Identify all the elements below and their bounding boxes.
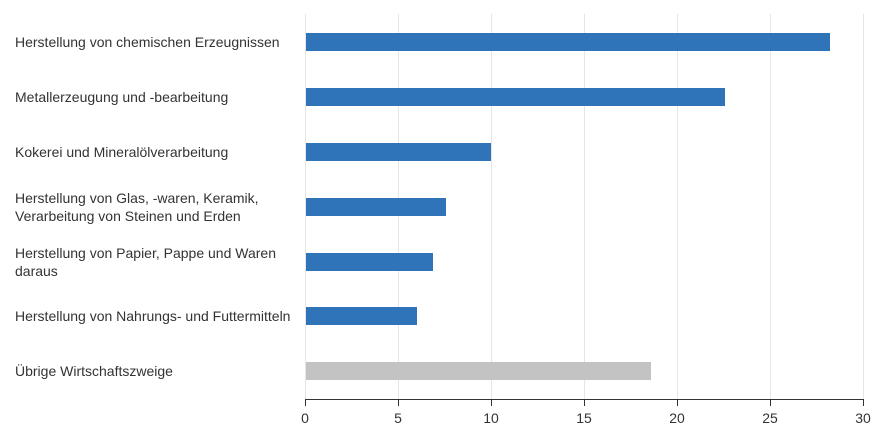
- tick-label: 30: [855, 410, 871, 426]
- category-label: Metallerzeugung und -bearbeitung: [15, 89, 229, 105]
- bar: [306, 88, 726, 106]
- tick-label: 25: [762, 410, 778, 426]
- bar: [306, 198, 447, 216]
- tick-label: 0: [301, 410, 309, 426]
- bar: [306, 307, 417, 325]
- gridline: [770, 14, 771, 400]
- tick-label: 20: [669, 410, 685, 426]
- tick-mark: [584, 399, 585, 406]
- category-label: Kokerei und Mineralölverarbeitung: [15, 144, 229, 160]
- tick-mark: [677, 399, 678, 406]
- bar: [306, 33, 830, 51]
- tick-mark: [491, 399, 492, 406]
- gridline: [491, 14, 492, 400]
- gridline: [863, 14, 864, 400]
- category-label: Herstellung von Nahrungs- und Futtermitt…: [15, 308, 291, 324]
- gridline: [305, 14, 306, 400]
- tick-mark: [770, 399, 771, 406]
- category-label: Übrige Wirtschaftszweige: [15, 363, 173, 379]
- bar: [306, 362, 651, 380]
- tick-mark: [305, 399, 306, 406]
- tick-label: 15: [576, 410, 592, 426]
- category-label: Herstellung von Glas, -waren, Keramik, V…: [15, 190, 259, 224]
- tick-mark: [863, 399, 864, 406]
- tick-mark: [398, 399, 399, 406]
- gridline: [584, 14, 585, 400]
- category-label: Herstellung von Papier, Pappe und Waren …: [15, 245, 276, 279]
- bar: [306, 143, 491, 161]
- bar: [306, 253, 434, 271]
- tick-label: 10: [483, 410, 499, 426]
- gridline: [677, 14, 678, 400]
- tick-label: 5: [394, 410, 402, 426]
- category-label: Herstellung von chemischen Erzeugnissen: [15, 34, 280, 50]
